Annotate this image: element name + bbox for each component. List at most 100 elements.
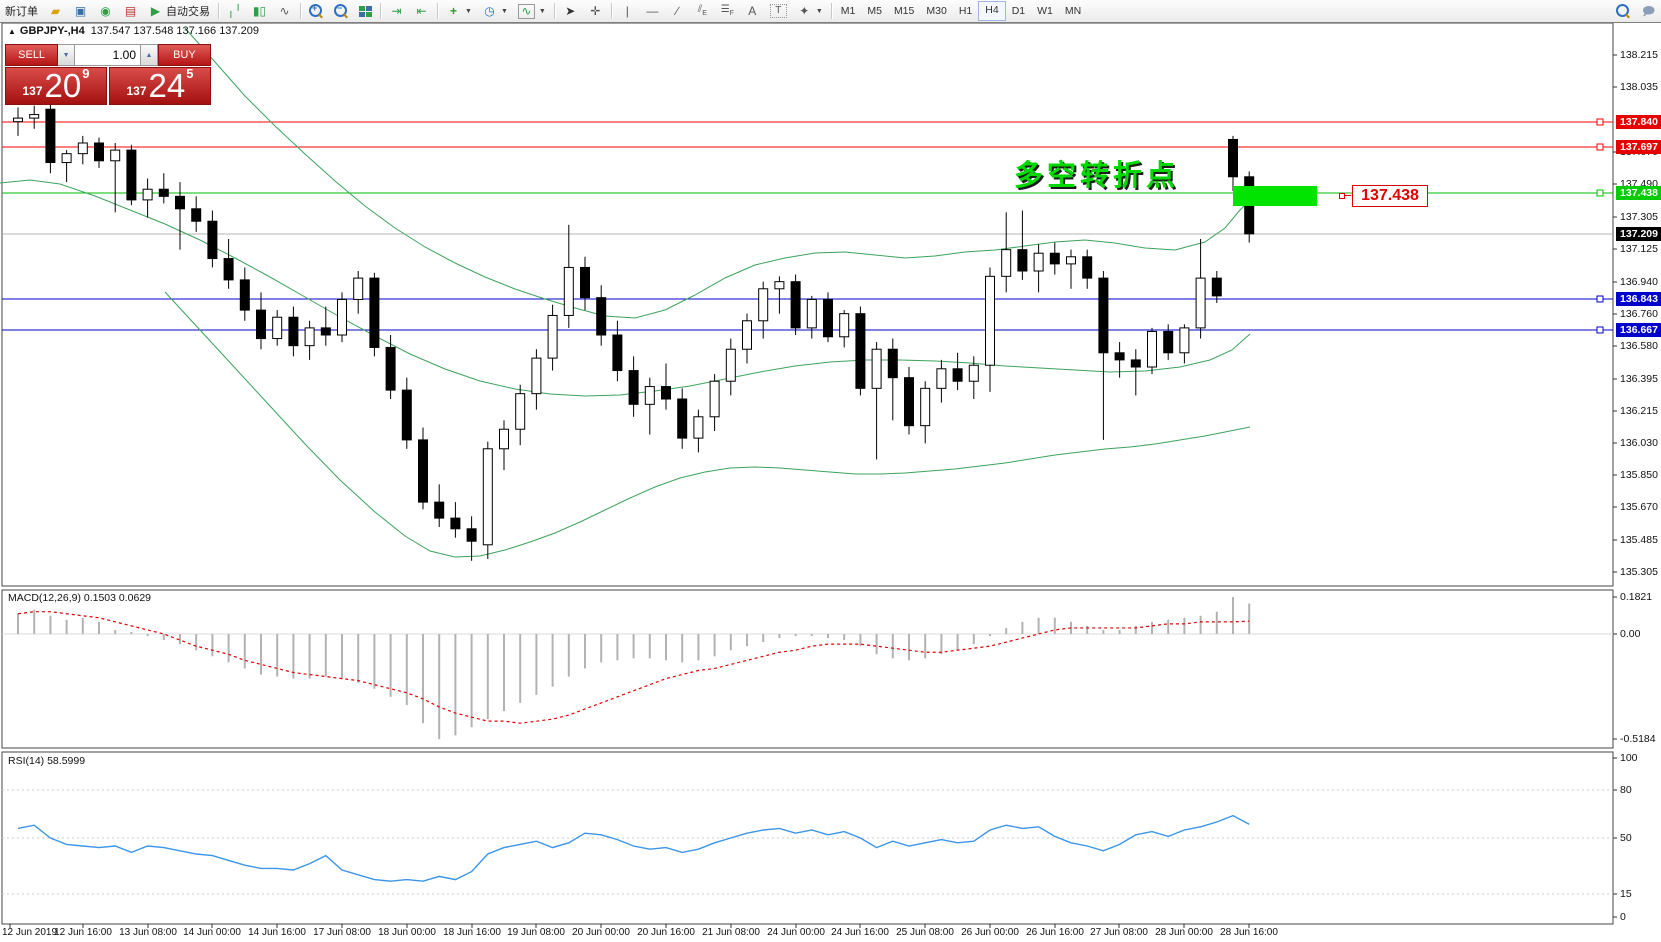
pane-border xyxy=(1,589,1614,749)
search-icon[interactable] xyxy=(1611,1,1636,21)
separator xyxy=(830,3,832,19)
candle-body xyxy=(434,501,445,519)
macd-signal-line xyxy=(17,611,1250,724)
candle-body xyxy=(1228,138,1238,178)
candle-body xyxy=(288,316,299,347)
fibonacci-tool-icon[interactable]: ☰F xyxy=(720,3,734,17)
candle-chart-icon[interactable]: ▮▯ xyxy=(252,3,267,18)
profiles-button[interactable]: ◷ ▼ xyxy=(484,3,508,18)
candle-body xyxy=(920,387,931,427)
text-tool-icon[interactable]: A xyxy=(748,3,757,18)
tf-h4-button[interactable]: H4 xyxy=(978,1,1006,21)
candle-body xyxy=(385,346,396,391)
sell-price-big: 20 xyxy=(44,67,82,104)
volume-input[interactable]: 1.00 xyxy=(74,44,142,66)
candle-body xyxy=(61,153,72,164)
chevron-down-icon: ▼ xyxy=(465,7,472,15)
gold-icon[interactable]: ▰ xyxy=(50,3,61,18)
tf-m5-button[interactable]: M5 xyxy=(867,5,882,17)
candle-body xyxy=(1211,277,1222,297)
ohlc-values: 137.547 137.548 137.166 137.209 xyxy=(90,25,259,37)
vline-tool-icon[interactable]: | xyxy=(625,3,629,18)
chart-title: ▲ GBPJPY-,H4 137.547 137.548 137.166 137.2… xyxy=(8,25,259,37)
chat-icon[interactable]: 🗩 xyxy=(1641,3,1656,18)
separator xyxy=(437,3,438,19)
candle-body xyxy=(272,316,283,340)
zoom-out-icon[interactable]: − xyxy=(329,1,354,21)
autotrade-button[interactable]: ▶ 自动交易 xyxy=(150,3,210,19)
tf-m15-button[interactable]: M15 xyxy=(893,5,915,17)
volume-up-button[interactable]: ▲ xyxy=(141,44,158,66)
candle-body xyxy=(1033,252,1044,272)
tf-d1-button[interactable]: D1 xyxy=(1011,5,1026,17)
candle-body xyxy=(1147,330,1157,368)
candle-body xyxy=(790,281,801,329)
candle-body xyxy=(1114,352,1125,361)
candle-body xyxy=(1130,359,1141,368)
crosshair-icon[interactable]: ✛ xyxy=(590,3,601,18)
buy-price[interactable]: 137 24 5 xyxy=(109,66,211,105)
chart-shift-icon[interactable]: ⇤ xyxy=(416,3,427,18)
buy-price-prefix: 137 xyxy=(126,84,147,98)
candle-body xyxy=(1179,327,1190,354)
sell-button[interactable]: SELL xyxy=(5,44,59,66)
candle-body xyxy=(1017,249,1028,272)
sell-price-sup: 9 xyxy=(82,66,90,81)
candle-body xyxy=(709,380,720,418)
symbol-period: GBPJPY-,H4 xyxy=(19,25,85,37)
tf-mn-button[interactable]: MN xyxy=(1064,5,1082,17)
rsi-label: RSI(14) 58.5999 xyxy=(8,755,86,767)
new-chart-button[interactable]: + ▼ xyxy=(449,3,472,18)
tf-w1-button[interactable]: W1 xyxy=(1037,5,1053,17)
candle-body xyxy=(661,386,671,400)
label-tool-icon[interactable]: T xyxy=(765,1,792,21)
news-icon[interactable]: ▤ xyxy=(124,3,137,18)
hline-handle xyxy=(1596,295,1604,303)
candle-body xyxy=(77,142,88,155)
candle-body xyxy=(158,188,169,197)
cursor-icon[interactable]: ➤ xyxy=(565,3,576,18)
macd-label: MACD(12,26,9) 0.1503 0.0629 xyxy=(8,592,152,604)
price-tag-137438[interactable]: 137.438 xyxy=(1339,185,1428,207)
candle-body xyxy=(126,149,137,201)
highlight-rect xyxy=(1233,186,1317,206)
candle-body xyxy=(1195,277,1206,329)
tile-windows-icon[interactable] xyxy=(354,1,377,21)
chevron-down-icon: ▼ xyxy=(815,7,823,15)
candle-body xyxy=(887,348,898,379)
auto-scroll-icon[interactable]: ⇥ xyxy=(391,3,402,18)
candle-body xyxy=(904,377,914,427)
one-click-trading-panel: SELL ▼ 1.00 ▲ BUY 137 20 9 137 24 5 xyxy=(5,44,211,105)
sell-price[interactable]: 137 20 9 xyxy=(5,66,107,105)
candle-body xyxy=(596,297,607,336)
tf-h1-button[interactable]: H1 xyxy=(958,5,973,17)
sound-icon[interactable]: ◉ xyxy=(100,3,111,18)
zoom-in-icon[interactable]: + xyxy=(304,1,329,21)
tf-m30-button[interactable]: M30 xyxy=(926,5,947,17)
line-chart-icon[interactable]: ∿ xyxy=(279,3,290,18)
arrows-tool-icon[interactable]: ✦ ▼ xyxy=(799,3,823,18)
trendline-tool-icon[interactable]: ∕ xyxy=(676,3,679,18)
indicators-button[interactable]: ∿ ▼ xyxy=(513,1,551,21)
tf-m1-button[interactable]: M1 xyxy=(840,5,856,17)
channel-tool-icon[interactable]: ⫽E xyxy=(697,3,707,17)
candle-body xyxy=(855,313,866,389)
candle-body xyxy=(758,288,769,322)
chart-annotation-text[interactable]: 多空转折点 xyxy=(1014,160,1180,192)
separator xyxy=(380,3,381,19)
candle-body xyxy=(110,149,121,162)
new-order-button[interactable]: 新订单 xyxy=(0,1,43,21)
candle-body xyxy=(952,368,963,382)
volume-down-button[interactable]: ▼ xyxy=(58,44,75,66)
hline-tool-icon[interactable]: — xyxy=(646,3,659,18)
rsi-line xyxy=(17,814,1250,882)
buy-button[interactable]: BUY xyxy=(157,44,211,66)
terminal-icon[interactable]: ▣ xyxy=(74,3,87,18)
candle-body xyxy=(968,364,979,382)
candle-body xyxy=(823,298,833,338)
candle-body xyxy=(418,439,428,503)
candle-body xyxy=(628,370,639,405)
candle-body xyxy=(223,258,234,281)
bar-chart-icon[interactable]: ╷╵ xyxy=(227,3,242,18)
